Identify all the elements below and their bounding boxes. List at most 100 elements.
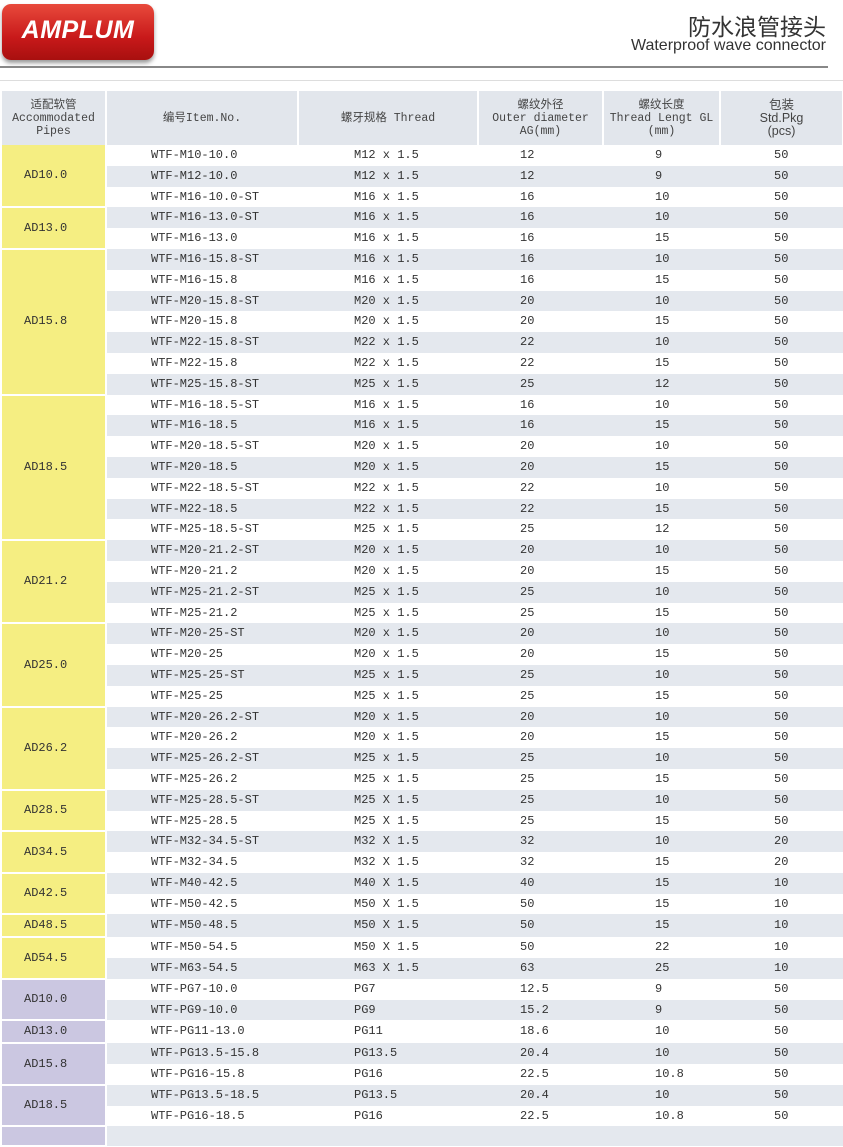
std-pkg-cell: 50: [720, 332, 843, 353]
table-row: WTF-M25-18.5-ST M25 x 1.5 25 12 50: [2, 519, 843, 540]
outer-diameter-cell: 20: [478, 623, 603, 645]
column-header-line: Accommodated: [12, 111, 95, 125]
table-row: WTF-M12-10.0 M12 x 1.5 12 9 50: [2, 165, 843, 187]
std-pkg-cell: 50: [774, 771, 789, 786]
item-number-cell: WTF-M25-15.8-ST: [106, 373, 298, 395]
thread-cell: M25 x 1.5: [298, 373, 478, 395]
thread-length-cell: 10: [603, 248, 720, 270]
std-pkg-cell: 50: [774, 439, 789, 454]
thread-length-cell: 15: [655, 231, 670, 246]
outer-diameter-cell: 16: [478, 415, 603, 437]
std-pkg-cell: 50: [720, 415, 843, 437]
empty-pipe-cell: [2, 1126, 107, 1147]
item-number-cell: WTF-M20-18.5: [106, 456, 298, 478]
std-pkg-cell: 50: [774, 397, 789, 412]
table-row: WTF-M20-18.5-ST M20 x 1.5 20 10 50: [2, 436, 843, 457]
column-header-line: 适配软管: [30, 98, 77, 112]
std-pkg-cell: 50: [720, 999, 843, 1021]
item-number-cell: WTF-M40-42.5: [106, 872, 298, 894]
outer-diameter-cell: 16: [520, 397, 535, 412]
thread-cell: M22 x 1.5: [354, 480, 419, 495]
accommodated-pipe-cell: AD54.5: [2, 937, 107, 980]
thread-length-cell: 10.8: [655, 1108, 684, 1123]
column-header-line: Pipes: [36, 124, 71, 138]
column-header-line: Outer diameter: [492, 111, 589, 125]
column-header-line: 编号Item.No.: [162, 111, 242, 125]
thread-cell: M16 x 1.5: [354, 397, 419, 412]
thread-length-cell: 15: [655, 605, 670, 620]
accommodated-pipe-cell: AD25.0: [2, 623, 107, 708]
page-title-en: Waterproof wave connector: [630, 37, 826, 54]
thread-cell: M63 X 1.5: [298, 958, 478, 979]
item-number-cell: WTF-M25-25-ST: [106, 664, 298, 686]
outer-diameter-cell: 22.5: [520, 1108, 549, 1123]
table-row: AD48.5 WTF-M50-48.5 M50 X 1.5 50 15 10: [2, 914, 843, 939]
thread-length-cell: 10: [603, 664, 720, 686]
thread-cell: M50 X 1.5: [354, 940, 419, 955]
thread-length-cell: 10: [603, 207, 720, 229]
thread-cell: M25 x 1.5: [354, 522, 419, 537]
thread-length-cell: 22: [655, 940, 670, 955]
thread-length-cell: 9: [655, 148, 663, 162]
accommodated-pipe-cell: AD10.0: [2, 978, 107, 1022]
outer-diameter-cell: 20: [520, 314, 535, 329]
thread-length-cell: 10: [603, 581, 720, 603]
item-number-cell: WTF-M20-21.2-ST: [106, 540, 298, 561]
item-number-cell: WTF-M20-25-ST: [106, 623, 298, 645]
table-row: WTF-M25-25-ST M25 x 1.5 25 10 50: [2, 664, 843, 686]
thread-length-cell: 10: [603, 1043, 720, 1065]
outer-diameter-cell: 16: [520, 272, 535, 287]
thread-cell: M25 X 1.5: [354, 813, 419, 828]
table-row: WTF-M16-10.0-ST M16 x 1.5 16 10 50: [2, 187, 843, 208]
outer-diameter-cell: 22: [520, 355, 535, 370]
item-number-cell: WTF-M32-34.5-ST: [106, 831, 298, 853]
thread-cell: M12 x 1.5: [354, 148, 419, 162]
accommodated-pipe-cell: AD15.8: [2, 248, 107, 396]
column-header-line: (mm): [647, 124, 676, 138]
table-row: WTF-PG16-18.5 PG16 22.5 10.8 50: [2, 1106, 843, 1127]
column-header-line: Thread Lengt GL: [609, 111, 714, 125]
accommodated-pipe-cell: AD15.8: [2, 1043, 107, 1086]
item-number-cell: WTF-M50-42.5: [151, 896, 238, 911]
thread-length-cell: 10: [603, 290, 720, 312]
std-pkg-cell: 50: [774, 1108, 789, 1123]
column-header-item: 编号Item.No.: [106, 91, 299, 145]
table-row: WTF-M16-15.8 M16 x 1.5 16 15 50: [2, 270, 843, 291]
thread-length-cell: 15: [655, 314, 670, 329]
table-row: WTF-M20-25 M20 x 1.5 20 15 50: [2, 644, 843, 665]
thread-cell: M25 x 1.5: [298, 581, 478, 603]
amplum-logo: AMPLUM: [2, 4, 154, 60]
std-pkg-cell: 50: [774, 189, 789, 204]
column-header-line: Std.Pkg: [759, 110, 804, 125]
outer-diameter-cell: 50: [520, 940, 535, 955]
thread-length-cell: 15: [655, 813, 670, 828]
std-pkg-cell: 50: [774, 1024, 789, 1039]
thread-cell: M20 x 1.5: [354, 563, 419, 578]
thread-cell: M22 x 1.5: [298, 498, 478, 520]
thread-cell: M22 x 1.5: [354, 355, 419, 370]
thread-cell: M16 x 1.5: [298, 415, 478, 437]
outer-diameter-cell: 25: [520, 771, 535, 786]
outer-diameter-cell: 16: [520, 189, 535, 204]
table-row: WTF-M20-18.5 M20 x 1.5 20 15 50: [2, 456, 843, 478]
thread-length-cell: 9: [655, 981, 663, 996]
thread-length-cell: 15: [603, 415, 720, 437]
thread-cell: PG16: [354, 1108, 383, 1123]
thread-length-cell: 15: [603, 872, 720, 894]
thread-cell: M16 x 1.5: [354, 272, 419, 287]
thread-length-cell: 10: [603, 623, 720, 645]
thread-cell: M20 x 1.5: [354, 314, 419, 329]
column-header-line: (pcs): [767, 123, 796, 138]
std-pkg-cell: 50: [720, 248, 843, 270]
item-number-cell: WTF-PG16-18.5: [151, 1108, 245, 1123]
table-row: AD21.2 WTF-M20-21.2-ST M20 x 1.5 20 10 50: [2, 540, 843, 625]
std-pkg-cell: 50: [720, 290, 843, 312]
accommodated-pipe-cell: AD26.2: [2, 706, 107, 791]
thread-length-cell: 15: [655, 896, 670, 911]
table-row: WTF-M16-18.5 M16 x 1.5 16 15 50: [2, 415, 843, 437]
std-pkg-cell: 50: [720, 540, 843, 561]
table-row: WTF-M20-21.2 M20 x 1.5 20 15 50: [2, 561, 843, 582]
outer-diameter-cell: 25: [520, 688, 535, 703]
thread-cell: M25 x 1.5: [354, 771, 419, 786]
outer-diameter-cell: 20: [478, 456, 603, 478]
